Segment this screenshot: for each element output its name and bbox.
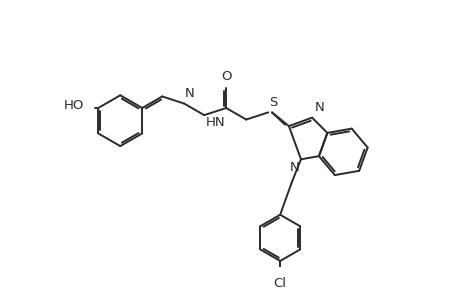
Text: O: O	[221, 70, 232, 83]
Text: HO: HO	[64, 99, 84, 112]
Text: N: N	[289, 161, 299, 174]
Text: HN: HN	[205, 116, 225, 129]
Text: S: S	[269, 96, 277, 109]
Text: N: N	[185, 87, 194, 100]
Text: N: N	[314, 101, 324, 114]
Text: Cl: Cl	[272, 277, 285, 290]
